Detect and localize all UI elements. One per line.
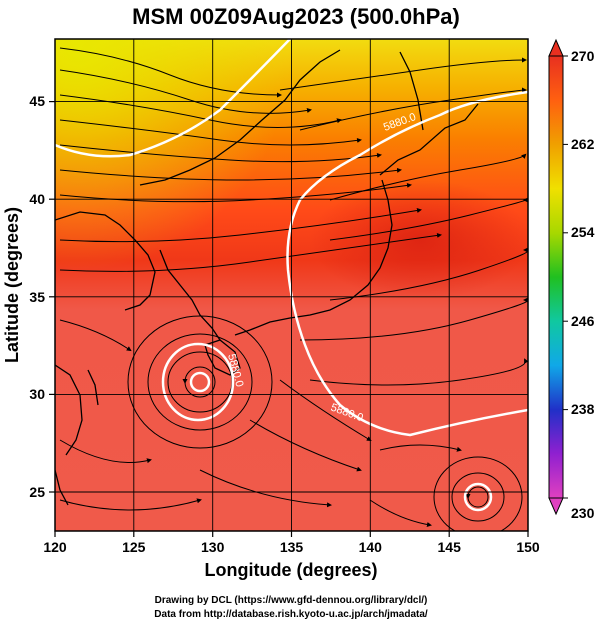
warm-core-shading <box>310 180 528 300</box>
y-tick-label: 45 <box>29 93 45 109</box>
y-tick-label: 25 <box>29 484 45 500</box>
height-contours <box>55 39 528 512</box>
x-tick-label: 125 <box>122 539 146 555</box>
credit-data-source: Data from http://database.rish.kyoto-u.a… <box>154 609 428 620</box>
coastlines <box>55 49 479 506</box>
colorbar-max-arrow <box>548 38 564 57</box>
figure-title: MSM 00Z09Aug2023 (500.0hPa) <box>132 4 460 29</box>
x-tick-labels: 120 125 130 135 140 145 150 <box>43 539 540 555</box>
colorbar-tick-label: 270 <box>571 48 595 64</box>
x-axis-label: Longitude (degrees) <box>204 560 377 580</box>
colorbar-tick-label: 262 <box>571 136 595 152</box>
credit-drawing: Drawing by DCL (https://www.gfd-dennou.o… <box>155 595 428 606</box>
y-tick-label: 40 <box>29 191 45 207</box>
colorbar-tick-label: 254 <box>571 224 595 240</box>
y-axis-label: Latitude (degrees) <box>2 207 22 363</box>
colorbar-gradient <box>548 55 564 499</box>
colorbar-tick-label: 230 <box>571 505 595 521</box>
x-tick-label: 145 <box>438 539 462 555</box>
plot-area: 5880.0 5880.0 5880.0 <box>55 39 528 531</box>
map-gridlines <box>55 39 528 531</box>
axis-ticks <box>49 100 529 537</box>
x-tick-label: 140 <box>359 539 383 555</box>
colorbar-tick-label: 238 <box>571 401 595 417</box>
y-tick-labels: 25 30 35 40 45 <box>29 93 45 500</box>
colorbar: 230 238 246 254 262 270 <box>548 38 595 521</box>
colorbar-tick-label: 246 <box>571 313 595 329</box>
y-tick-label: 35 <box>29 289 45 305</box>
wind-streamlines <box>59 47 528 531</box>
x-tick-label: 130 <box>201 539 225 555</box>
x-tick-label: 150 <box>516 539 540 555</box>
x-tick-label: 135 <box>280 539 304 555</box>
colorbar-min-arrow <box>548 497 564 516</box>
colorbar-ticks <box>563 55 568 499</box>
y-tick-label: 30 <box>29 386 45 402</box>
x-tick-label: 120 <box>43 539 67 555</box>
